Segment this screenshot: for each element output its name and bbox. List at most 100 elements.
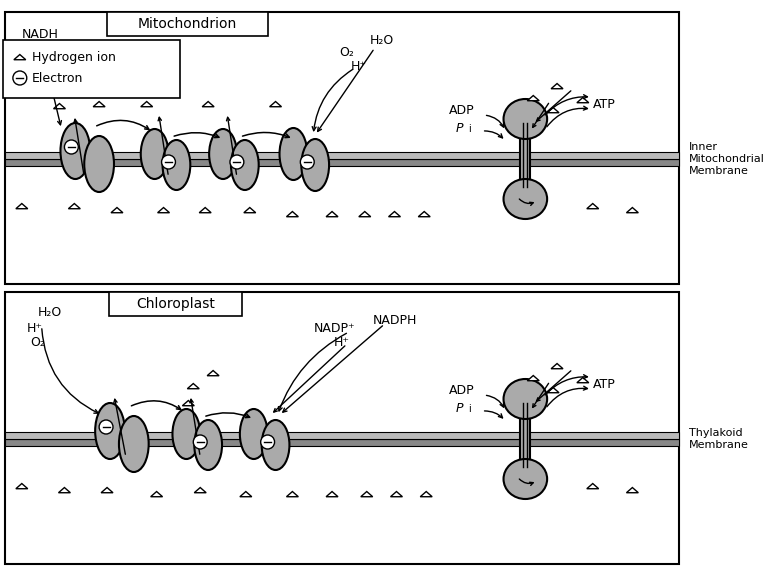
Bar <box>5 152 679 159</box>
FancyBboxPatch shape <box>5 292 679 564</box>
FancyBboxPatch shape <box>3 40 180 98</box>
Text: Electron: Electron <box>31 72 83 84</box>
Ellipse shape <box>262 420 289 470</box>
Polygon shape <box>270 102 281 107</box>
Polygon shape <box>528 375 539 381</box>
Text: Chloroplast: Chloroplast <box>136 297 215 311</box>
Text: H⁺: H⁺ <box>334 335 350 348</box>
Circle shape <box>13 71 27 85</box>
Polygon shape <box>183 401 194 406</box>
Bar <box>5 439 679 446</box>
Polygon shape <box>244 208 256 213</box>
Polygon shape <box>187 383 199 389</box>
Polygon shape <box>158 208 169 213</box>
Polygon shape <box>528 95 539 100</box>
Circle shape <box>261 435 274 449</box>
Bar <box>521 129 530 189</box>
Polygon shape <box>194 487 206 492</box>
Ellipse shape <box>503 379 547 419</box>
Ellipse shape <box>172 409 200 459</box>
Bar <box>521 409 530 469</box>
Text: i: i <box>468 404 470 414</box>
Polygon shape <box>577 378 589 383</box>
Ellipse shape <box>141 129 169 179</box>
Bar <box>5 159 679 166</box>
Ellipse shape <box>503 99 547 139</box>
Polygon shape <box>111 208 123 213</box>
Ellipse shape <box>119 416 149 472</box>
Polygon shape <box>547 107 559 113</box>
Ellipse shape <box>194 420 222 470</box>
Bar <box>5 432 679 439</box>
Polygon shape <box>286 212 299 217</box>
Polygon shape <box>202 102 214 107</box>
Polygon shape <box>577 98 589 103</box>
Ellipse shape <box>503 459 547 499</box>
Polygon shape <box>53 103 65 108</box>
Ellipse shape <box>301 139 329 191</box>
Polygon shape <box>626 487 638 492</box>
Text: NADH: NADH <box>22 28 59 41</box>
Text: Inner
Mitochondrial
Membrane: Inner Mitochondrial Membrane <box>689 142 764 176</box>
Polygon shape <box>419 212 430 217</box>
Text: H₂O: H₂O <box>38 305 62 319</box>
Text: H⁺: H⁺ <box>27 321 42 335</box>
Text: i: i <box>468 124 470 134</box>
Polygon shape <box>390 491 402 497</box>
Polygon shape <box>359 212 371 217</box>
Text: NADPH: NADPH <box>372 313 416 327</box>
Polygon shape <box>551 363 563 369</box>
Polygon shape <box>586 483 599 488</box>
Text: H⁺: H⁺ <box>350 60 367 73</box>
Text: P: P <box>456 122 463 135</box>
Text: ATP: ATP <box>593 378 616 390</box>
Polygon shape <box>14 55 26 60</box>
Text: Hydrogen ion: Hydrogen ion <box>31 52 115 64</box>
Polygon shape <box>240 491 252 497</box>
Polygon shape <box>101 487 113 492</box>
Circle shape <box>194 435 207 449</box>
Text: Thylakoid
Membrane: Thylakoid Membrane <box>689 428 749 450</box>
Circle shape <box>162 155 176 169</box>
Ellipse shape <box>162 140 191 190</box>
Ellipse shape <box>280 128 307 180</box>
Text: ATP: ATP <box>593 98 616 111</box>
Polygon shape <box>16 204 27 209</box>
Ellipse shape <box>231 140 259 190</box>
Polygon shape <box>551 84 563 89</box>
FancyBboxPatch shape <box>107 12 267 36</box>
Polygon shape <box>286 491 299 497</box>
FancyBboxPatch shape <box>109 292 241 316</box>
Polygon shape <box>207 371 219 376</box>
Text: H₂O: H₂O <box>369 33 394 46</box>
Text: ADP: ADP <box>449 104 474 118</box>
Polygon shape <box>420 491 432 497</box>
Text: NADP⁺: NADP⁺ <box>314 321 356 335</box>
Polygon shape <box>16 483 27 488</box>
Ellipse shape <box>209 129 237 179</box>
Polygon shape <box>151 491 162 497</box>
Text: ADP: ADP <box>449 385 474 398</box>
Polygon shape <box>93 102 105 107</box>
Text: P: P <box>456 402 463 416</box>
Circle shape <box>300 155 314 169</box>
FancyBboxPatch shape <box>5 12 679 284</box>
Polygon shape <box>199 208 211 213</box>
Ellipse shape <box>503 179 547 219</box>
Polygon shape <box>626 208 638 213</box>
Text: O₂: O₂ <box>339 45 354 59</box>
Ellipse shape <box>84 136 114 192</box>
Ellipse shape <box>95 403 125 459</box>
Polygon shape <box>141 102 153 107</box>
Circle shape <box>99 420 113 434</box>
Text: Mitochondrion: Mitochondrion <box>138 17 237 31</box>
Circle shape <box>230 155 244 169</box>
Polygon shape <box>326 491 338 497</box>
Circle shape <box>64 140 78 154</box>
Polygon shape <box>59 487 71 492</box>
Ellipse shape <box>240 409 267 459</box>
Polygon shape <box>547 387 559 393</box>
Polygon shape <box>586 204 599 209</box>
Polygon shape <box>361 491 372 497</box>
Text: O₂: O₂ <box>31 335 45 348</box>
